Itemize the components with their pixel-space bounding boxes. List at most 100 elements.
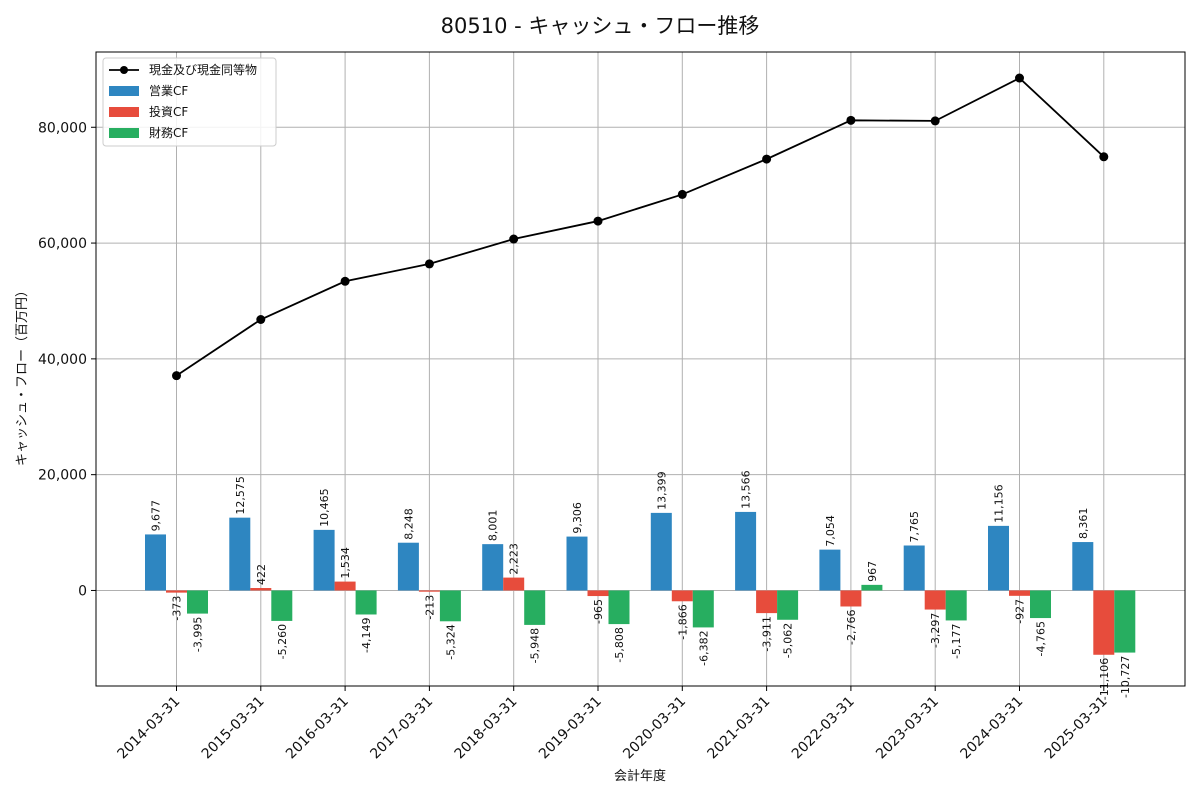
- bar-営業CF: [145, 534, 166, 591]
- bar-営業CF: [1072, 542, 1094, 591]
- data-label: 8,248: [402, 508, 415, 540]
- data-label: -965: [592, 599, 605, 624]
- x-tick-label: 2020-03-31: [620, 694, 689, 763]
- y-axis-label: キャッシュ・フロー（百万円）: [15, 284, 30, 466]
- bar-営業CF: [903, 545, 925, 591]
- bar-財務CF: [187, 590, 208, 614]
- cash-equivalents-point: [340, 276, 350, 286]
- bar-営業CF: [482, 544, 504, 591]
- data-label: -4,765: [1035, 621, 1048, 656]
- data-label: -11,106: [1098, 658, 1111, 700]
- cash-equivalents-point: [172, 371, 181, 381]
- bar-投資CF: [250, 588, 272, 591]
- data-label: 8,361: [1077, 508, 1090, 540]
- bar-財務CF: [777, 590, 799, 620]
- legend-swatch: [109, 86, 139, 96]
- data-label: -4,149: [360, 617, 373, 652]
- data-label: -1,866: [676, 604, 689, 639]
- bar-営業CF: [566, 536, 588, 591]
- data-label: -3,297: [929, 613, 942, 648]
- cash-equivalents-point: [930, 116, 940, 126]
- data-label: -5,324: [444, 624, 457, 659]
- data-label: -5,177: [950, 623, 963, 658]
- legend-marker: [120, 66, 128, 74]
- legend-label: 現金及び現金同等物: [149, 62, 257, 77]
- bar-財務CF: [355, 590, 377, 615]
- bar-営業CF: [313, 529, 335, 591]
- x-tick-label: 2015-03-31: [199, 694, 268, 763]
- axis-layer: 0 20,000 40,000 60,000 80,000 2014-03-31 2015-…: [38, 120, 1111, 762]
- data-label: -5,260: [276, 624, 289, 659]
- line-layer: [172, 73, 1109, 381]
- cash-equivalents-line: [176, 76, 1105, 377]
- data-label: 10,465: [318, 488, 331, 527]
- x-tick-label: 2022-03-31: [789, 694, 858, 763]
- bars-layer: [145, 511, 1136, 655]
- legend-label: 営業CF: [149, 84, 188, 98]
- data-label: -5,948: [529, 628, 542, 663]
- data-labels-layer: 9,677 12,575 10,465 8,248 8,001 9,306 13,399 13…: [150, 470, 1132, 700]
- grid-layer: [96, 52, 1185, 686]
- data-label: -927: [1014, 599, 1027, 624]
- x-tick-label: 2017-03-31: [367, 694, 436, 763]
- data-label: -213: [423, 595, 436, 620]
- plot-frame: [95, 51, 1186, 687]
- legend-label: 財務CF: [149, 125, 188, 140]
- bar-投資CF: [671, 590, 693, 602]
- data-label: 13,399: [655, 471, 668, 510]
- y-tick-label: 60,000: [38, 236, 87, 252]
- y-tick-label: 40,000: [38, 352, 87, 368]
- cash-equivalents-point: [509, 234, 519, 244]
- bar-投資CF: [756, 590, 778, 614]
- data-label: -10,727: [1119, 656, 1132, 698]
- data-label: 11,156: [993, 484, 1006, 523]
- bar-投資CF: [1009, 590, 1030, 596]
- data-label: 967: [866, 561, 879, 582]
- data-label: 12,575: [234, 476, 247, 515]
- y-tick-label: 20,000: [38, 468, 87, 484]
- x-axis-label: 会計年度: [614, 768, 666, 784]
- data-label: -5,062: [782, 623, 795, 658]
- bar-営業CF: [397, 542, 419, 591]
- data-label: -5,808: [613, 627, 626, 662]
- cash-equivalents-point: [1099, 152, 1109, 162]
- bar-投資CF: [418, 590, 440, 592]
- bar-投資CF: [840, 590, 862, 607]
- bar-投資CF: [587, 590, 609, 597]
- bar-財務CF: [439, 590, 461, 622]
- x-tick-label: 2023-03-31: [873, 694, 942, 763]
- data-label: 13,566: [740, 470, 753, 509]
- bar-財務CF: [945, 590, 967, 621]
- bar-投資CF: [166, 590, 187, 593]
- legend-label: 投資CF: [149, 104, 188, 119]
- cash-equivalents-point: [1015, 73, 1024, 83]
- x-tick-label: 2016-03-31: [283, 694, 352, 763]
- x-tick-label: 2014-03-31: [114, 694, 183, 763]
- y-tick-label: 80,000: [38, 120, 87, 136]
- data-label: 7,765: [908, 511, 921, 543]
- bar-財務CF: [608, 590, 630, 625]
- legend-swatch: [109, 128, 139, 138]
- cash-equivalents-point: [256, 314, 266, 324]
- bar-営業CF: [988, 525, 1009, 591]
- data-label: 9,306: [571, 502, 584, 534]
- data-label: -6,382: [697, 630, 710, 665]
- bar-財務CF: [1030, 590, 1051, 619]
- chart-title: 80510 - キャッシュ・フロー推移: [441, 14, 760, 38]
- bar-投資CF: [503, 577, 525, 591]
- data-label: -3,911: [761, 616, 774, 651]
- data-label: 8,001: [487, 510, 500, 542]
- x-tick-label: 2025-03-31: [1042, 694, 1111, 763]
- bar-財務CF: [1114, 590, 1136, 653]
- bar-財務CF: [524, 590, 546, 625]
- data-label: -2,766: [845, 609, 858, 644]
- bar-財務CF: [692, 590, 714, 628]
- x-tick-label: 2024-03-31: [957, 694, 1026, 763]
- data-label: 7,054: [824, 515, 837, 547]
- data-label: 2,223: [508, 543, 521, 575]
- bar-営業CF: [229, 517, 251, 591]
- cash-equivalents-point: [593, 216, 603, 226]
- data-label: 9,677: [150, 500, 163, 532]
